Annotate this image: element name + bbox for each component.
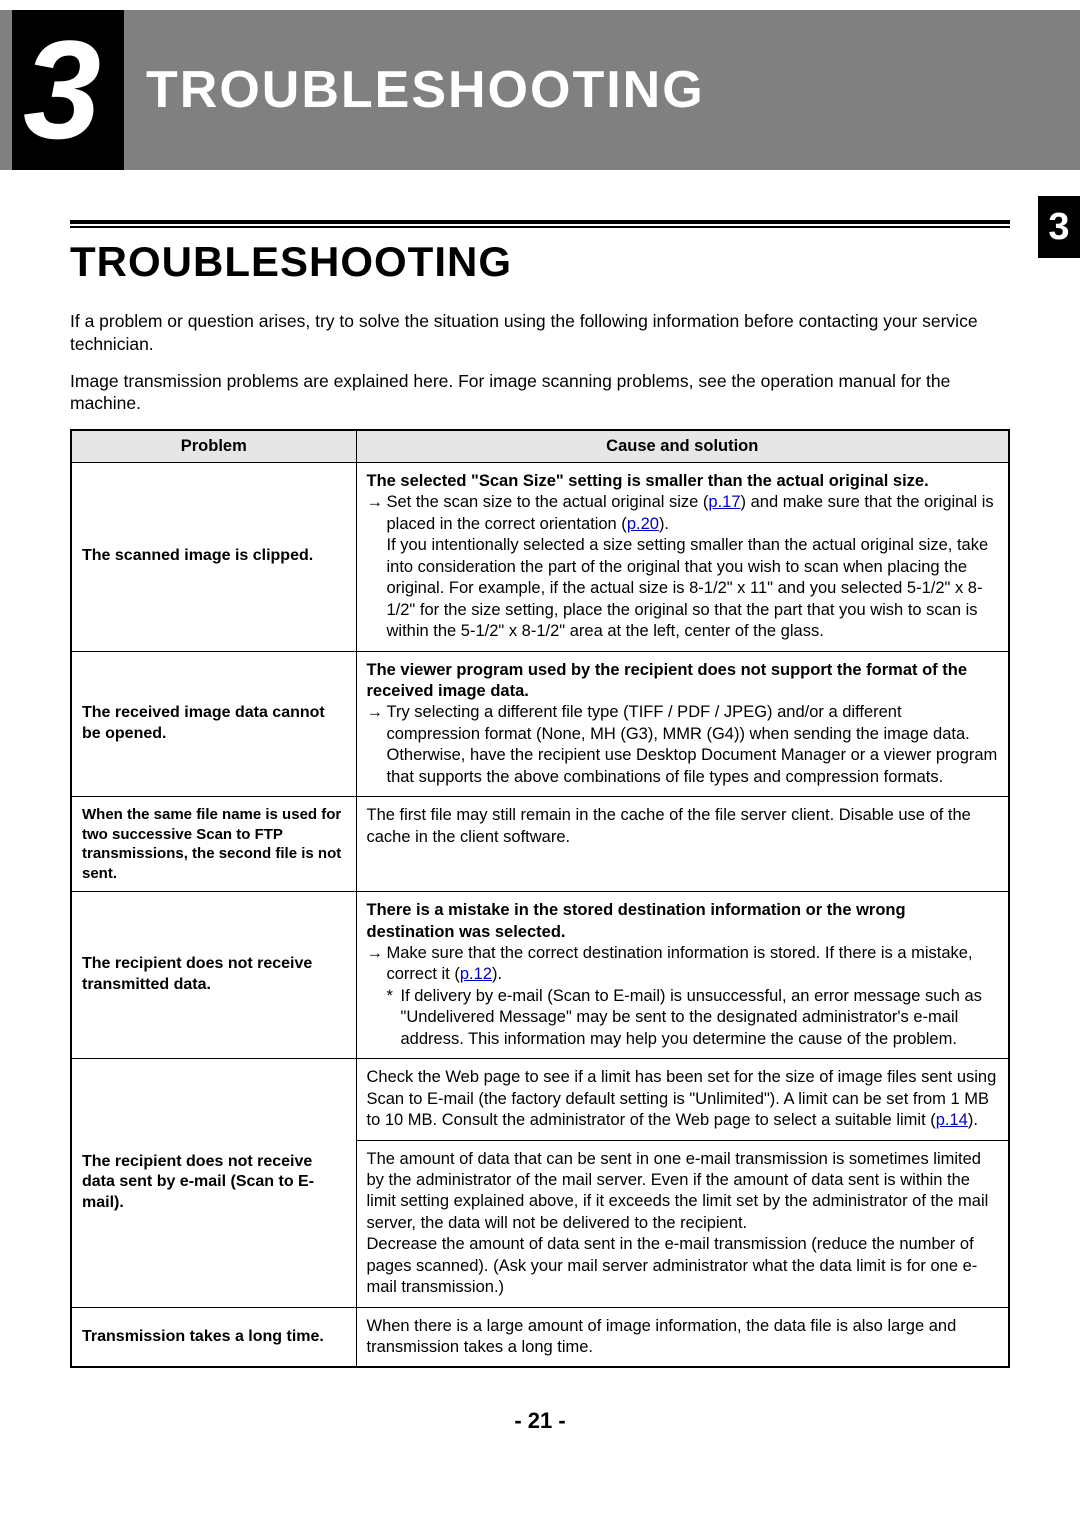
solution-text: Make sure that the correct destination i… (387, 943, 999, 986)
chapter-title: TROUBLESHOOTING (146, 60, 705, 120)
page-link[interactable]: p.17 (708, 493, 740, 511)
solution-cell: The first file may still remain in the c… (356, 797, 1009, 892)
table-row: When the same file name is used for two … (71, 797, 1009, 892)
solution-cell: The selected "Scan Size" setting is smal… (356, 463, 1009, 652)
solution-star-line: * If delivery by e-mail (Scan to E-mail)… (367, 986, 999, 1050)
page-link[interactable]: p.12 (460, 965, 492, 983)
solution-bold: The viewer program used by the recipient… (367, 660, 999, 703)
table-row: The scanned image is clipped. The select… (71, 463, 1009, 652)
asterisk-icon: * (387, 986, 401, 1050)
table-row: The recipient does not receive data sent… (71, 1059, 1009, 1140)
solution-arrow-line: → Make sure that the correct destination… (367, 943, 999, 986)
page-link[interactable]: p.20 (627, 515, 659, 533)
solution-cell: There is a mistake in the stored destina… (356, 892, 1009, 1059)
solution-rest: If you intentionally selected a size set… (367, 535, 999, 642)
table-header-problem: Problem (71, 430, 356, 463)
arrow-icon: → (367, 702, 387, 745)
section-title: TROUBLESHOOTING (70, 238, 1010, 286)
chapter-header: 3 TROUBLESHOOTING (0, 10, 1080, 170)
table-row: The received image data cannot be opened… (71, 651, 1009, 797)
text-part: Check the Web page to see if a limit has… (367, 1068, 997, 1129)
solution-bold: The selected "Scan Size" setting is smal… (367, 471, 999, 492)
solution-cell: The viewer program used by the recipient… (356, 651, 1009, 797)
rule-thin (70, 226, 1010, 228)
problem-cell: The received image data cannot be opened… (71, 651, 356, 797)
solution-cell: When there is a large amount of image in… (356, 1307, 1009, 1367)
solution-rest: Otherwise, have the recipient use Deskto… (367, 745, 999, 788)
solution-bold: There is a mistake in the stored destina… (367, 900, 999, 943)
page-number: - 21 - (70, 1408, 1010, 1434)
arrow-icon: → (367, 943, 387, 986)
intro-paragraph-2: Image transmission problems are explaine… (70, 370, 1010, 416)
solution-para: The amount of data that can be sent in o… (367, 1149, 999, 1235)
chapter-number: 3 (23, 20, 101, 160)
rule-thick (70, 220, 1010, 224)
problem-cell: The scanned image is clipped. (71, 463, 356, 652)
chapter-number-box: 3 (12, 10, 124, 170)
text-part: Set the scan size to the actual original… (387, 493, 709, 511)
problem-cell: When the same file name is used for two … (71, 797, 356, 892)
solution-text: If delivery by e-mail (Scan to E-mail) i… (401, 986, 999, 1050)
solution-arrow-line: → Try selecting a different file type (T… (367, 702, 999, 745)
text-part: ). (492, 965, 502, 983)
problem-cell: The recipient does not receive data sent… (71, 1059, 356, 1307)
solution-para: Decrease the amount of data sent in the … (367, 1234, 999, 1298)
text-part: ). (968, 1111, 978, 1129)
intro-paragraph-1: If a problem or question arises, try to … (70, 310, 1010, 356)
table-header-solution: Cause and solution (356, 430, 1009, 463)
problem-cell: Transmission takes a long time. (71, 1307, 356, 1367)
page-content: TROUBLESHOOTING If a problem or question… (0, 170, 1080, 1434)
arrow-icon: → (367, 492, 387, 535)
table-row: Transmission takes a long time. When the… (71, 1307, 1009, 1367)
text-part: ). (659, 515, 669, 533)
solution-cell: The amount of data that can be sent in o… (356, 1140, 1009, 1307)
solution-text: Set the scan size to the actual original… (387, 492, 999, 535)
problem-cell: The recipient does not receive transmitt… (71, 892, 356, 1059)
solution-arrow-line: → Set the scan size to the actual origin… (367, 492, 999, 535)
page-link[interactable]: p.14 (936, 1111, 968, 1129)
table-row: The recipient does not receive transmitt… (71, 892, 1009, 1059)
troubleshooting-table: Problem Cause and solution The scanned i… (70, 429, 1010, 1368)
solution-text: Try selecting a different file type (TIF… (387, 702, 999, 745)
solution-cell: Check the Web page to see if a limit has… (356, 1059, 1009, 1140)
